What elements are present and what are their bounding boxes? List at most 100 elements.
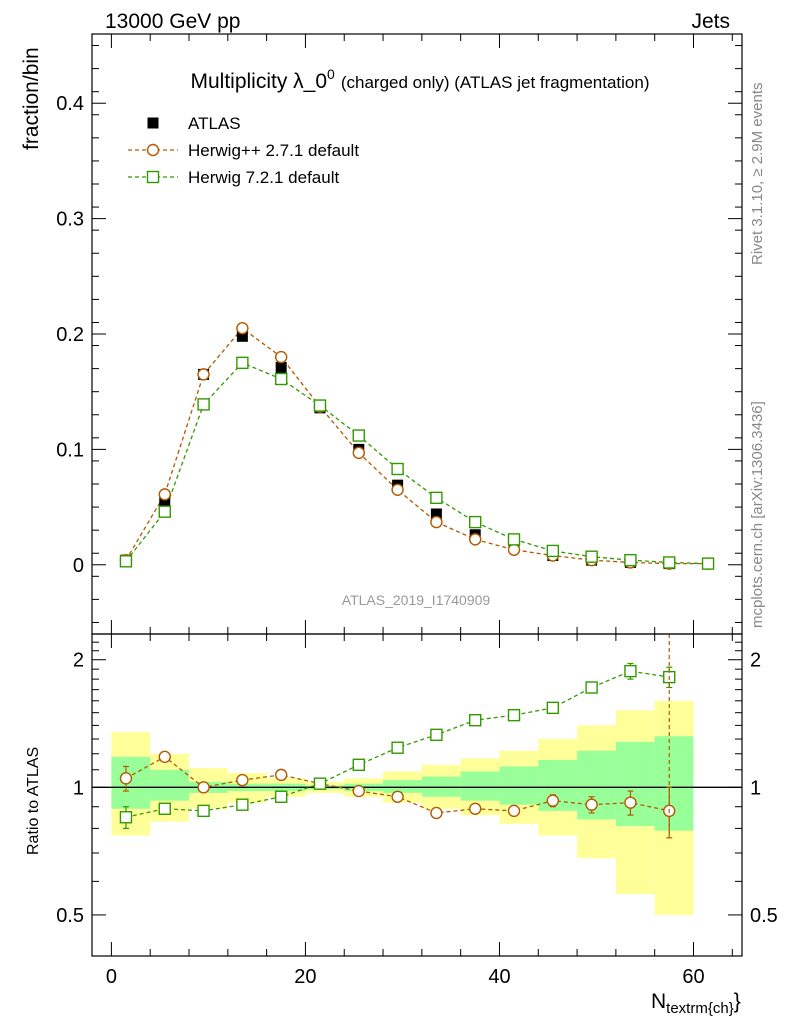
x-tick-label: 20 — [294, 966, 316, 988]
main-series-2-point — [430, 491, 443, 505]
ratio-band-stat — [577, 750, 616, 820]
main-series-1-point — [430, 515, 443, 529]
main-series-2-point — [624, 553, 637, 567]
x-axis-label-close: } — [734, 990, 741, 1013]
main-series-2-point — [585, 550, 598, 563]
x-axis-label-sub: textrm{ch} — [666, 1000, 734, 1017]
main-axis-layer: 0 0.1 0.2 0.3 0.4 — [56, 34, 742, 634]
main-series-2-point — [119, 555, 133, 568]
main-title-suffix: (charged only) (ATLAS jet fragmentation) — [341, 73, 650, 92]
ratio-series-0-point — [352, 784, 365, 798]
ratio-band-stat — [460, 771, 500, 801]
main-series-1-point — [507, 543, 521, 556]
main-series-2-point — [197, 398, 210, 411]
rivet-label: Rivet 3.1.10, ≥ 2.9M events — [749, 83, 766, 266]
ratio-ytick-label-right: 2 — [750, 650, 761, 672]
ratio-series-1-point — [119, 811, 133, 824]
main-series-0-point — [275, 361, 287, 373]
legend-label-2: Herwig 7.2.1 default — [188, 168, 339, 187]
ratio-ytick-label-right: 1 — [750, 777, 761, 799]
ratio-series-0-point — [158, 750, 171, 764]
main-series-1-point — [352, 446, 365, 460]
ratio-band-stat — [615, 741, 655, 827]
legend-label-0: ATLAS — [188, 114, 241, 133]
main-ytick-label: 0.4 — [56, 93, 84, 115]
ratio-series-0-point — [430, 806, 443, 820]
main-series-2-point — [469, 515, 482, 529]
main-series-2-point — [352, 429, 365, 442]
main-ytick-label: 0.3 — [56, 209, 84, 231]
main-series-2-point — [391, 462, 404, 476]
main-series-1-point — [236, 322, 249, 335]
ratio-band-stat — [654, 736, 694, 831]
legend-label-1: Herwig++ 2.7.1 default — [188, 141, 359, 160]
ratio-band-stat — [499, 766, 539, 805]
main-ytick-label: 0.1 — [56, 439, 84, 461]
ratio-axis-layer: 0.5 0.51 12 20 20 40 60 — [56, 634, 778, 988]
main-series-1-point — [158, 488, 171, 501]
x-tick-label: 60 — [682, 966, 704, 988]
main-series-2-point — [663, 556, 676, 569]
main-series-2-point — [701, 557, 715, 570]
main-series-line-2 — [125, 362, 709, 565]
main-series-0-point — [430, 508, 442, 520]
main-series-2-point — [546, 544, 560, 558]
main-series-2-point — [236, 356, 249, 370]
main-panel: 0 0.1 0.2 0.3 0.4 Multiplicity λ_00 (charged … — [20, 33, 743, 635]
ratio-series-1-point — [624, 664, 637, 678]
ratio-series-0-point — [585, 798, 598, 811]
ratio-series-1-point — [274, 790, 288, 803]
ratio-series-0-point — [624, 796, 637, 809]
ratio-ylabel: Ratio to ATLAS — [25, 747, 42, 855]
main-plot-layer — [119, 322, 715, 570]
main-series-line-1 — [125, 327, 709, 565]
x-axis-label: Ntextrm{ch}} — [651, 990, 741, 1017]
ratio-panel: 0.5 0.51 12 20 20 40 60 Ratio to ATLAS — [25, 633, 778, 988]
legend: ATLAS Herwig++ 2.7.1 default Herwig 7.2.1 … — [128, 114, 359, 187]
ratio-series-0-point — [469, 802, 482, 815]
x-axis-label-main: N — [651, 990, 666, 1013]
legend-marker-2 — [146, 170, 160, 184]
ratio-plot-layer — [92, 634, 742, 915]
x-tick-label: 0 — [106, 966, 117, 988]
ratio-series-1-point — [391, 741, 404, 754]
main-ylabel: fraction/bin — [20, 47, 43, 150]
ratio-band-stat — [150, 769, 190, 801]
main-title: Multiplicity λ_00 (charged only) (ATLAS j… — [191, 66, 650, 93]
main-series-1-point — [274, 350, 288, 364]
energy-label: 13000 GeV pp — [105, 10, 240, 33]
main-series-1-point — [391, 483, 404, 496]
ratio-frame — [91, 633, 743, 957]
ratio-series-1-point — [546, 701, 560, 715]
main-series-0-point — [236, 330, 248, 342]
x-tick-label: 40 — [488, 966, 510, 988]
ratio-ytick-label: 2 — [73, 650, 84, 672]
ratio-ytick-label: 0.5 — [56, 905, 84, 927]
ratio-series-0-point — [507, 804, 521, 818]
ratio-series-1-point — [469, 714, 482, 727]
main-series-2-point — [158, 505, 171, 518]
main-series-0-point — [159, 496, 171, 508]
main-title-superscript: 0 — [327, 66, 335, 82]
main-series-1-point — [469, 533, 482, 546]
ratio-ytick-label: 1 — [73, 777, 84, 799]
ratio-band-stat — [383, 780, 422, 793]
ratio-series-0-point — [546, 794, 560, 807]
ratio-series-0-point — [274, 768, 288, 782]
ratio-series-0-point — [119, 772, 133, 785]
main-ytick-label: 0.2 — [56, 324, 84, 346]
ratio-series-1-point — [352, 758, 365, 772]
ratio-series-1-point — [430, 728, 443, 742]
ratio-series-1-point — [197, 804, 210, 818]
ratio-band-stat — [111, 756, 151, 809]
main-series-1-point — [197, 368, 210, 381]
ratio-series-0-point — [391, 790, 404, 803]
main-ytick-label: 0 — [73, 555, 84, 577]
main-series-2-point — [274, 372, 288, 386]
legend-marker-0 — [147, 117, 159, 129]
analysis-label: ATLAS_2019_I1740909 — [342, 592, 491, 608]
ratio-series-1-point — [585, 681, 598, 694]
main-series-2-point — [313, 399, 327, 412]
ratio-series-0-point — [236, 773, 249, 787]
ratio-ytick-label-right: 0.5 — [750, 905, 778, 927]
